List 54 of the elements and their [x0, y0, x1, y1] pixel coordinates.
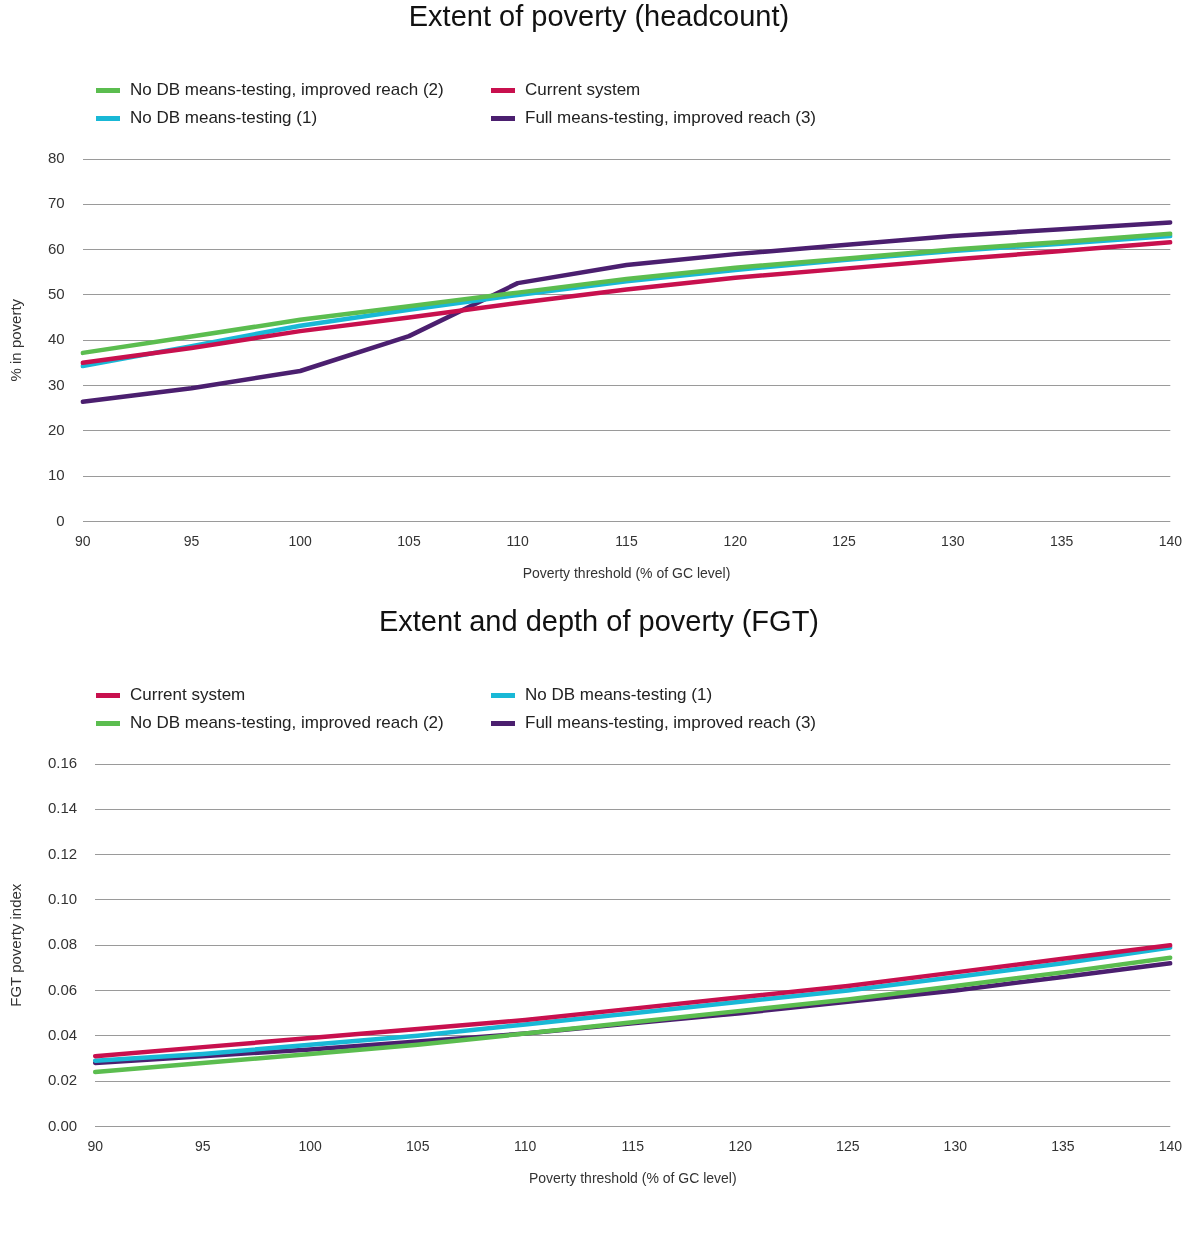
y-tick-label: 70 — [48, 194, 65, 212]
x-tick-label: 120 — [723, 532, 748, 549]
y-tick-label: 0.10 — [47, 890, 78, 908]
x-tick-label: 90 — [74, 532, 91, 549]
y-tick-label: 10 — [48, 466, 65, 484]
y-axis-title: FGT poverty index — [7, 883, 25, 1007]
y-tick-label: 0 — [56, 511, 65, 529]
x-tick-label: 125 — [832, 532, 856, 549]
legend-label: Full means-testing, improved reach (3) — [525, 713, 817, 733]
y-tick-label: 80 — [48, 149, 65, 167]
x-tick-label: 115 — [615, 532, 638, 549]
y-tick-label: 0.08 — [47, 935, 78, 953]
x-tick-label: 120 — [728, 1137, 753, 1154]
y-tick-label: 0.06 — [47, 980, 78, 998]
x-tick-label: 140 — [1158, 1137, 1183, 1154]
x-tick-label: 105 — [406, 1137, 430, 1154]
x-tick-label: 135 — [1049, 532, 1074, 549]
y-tick-label: 0.16 — [47, 754, 78, 772]
y-tick-label: 0.14 — [47, 799, 78, 817]
chart-title: Extent and depth of poverty (FGT) — [377, 605, 820, 639]
legend-label: No DB means-testing, improved reach (2) — [130, 80, 444, 100]
x-tick-label: 100 — [298, 1137, 323, 1154]
x-tick-label: 130 — [943, 1137, 968, 1154]
y-tick-label: 50 — [48, 285, 65, 303]
x-tick-label: 90 — [87, 1137, 104, 1154]
y-tick-label: 0.00 — [47, 1116, 78, 1134]
legend-label: No DB means-testing (1) — [525, 685, 713, 705]
x-axis-title: Poverty threshold (% of GC level) — [528, 1170, 737, 1187]
legend-label: Full means-testing, improved reach (3) — [525, 108, 817, 128]
y-tick-label: 0.04 — [47, 1025, 78, 1043]
y-tick-label: 20 — [48, 420, 65, 438]
y-tick-label: 40 — [48, 330, 65, 348]
y-tick-label: 60 — [48, 239, 65, 257]
legend-label: No DB means-testing, improved reach (2) — [130, 713, 444, 733]
y-tick-label: 30 — [48, 375, 65, 393]
y-axis-title: % in poverty — [7, 298, 25, 382]
legend-label: No DB means-testing (1) — [130, 108, 318, 128]
x-tick-label: 135 — [1051, 1137, 1075, 1154]
legend-label: Current system — [525, 80, 641, 100]
x-tick-label: 100 — [288, 532, 313, 549]
x-tick-label: 95 — [194, 1137, 211, 1154]
x-axis-title: Poverty threshold (% of GC level) — [522, 565, 731, 582]
x-tick-label: 115 — [621, 1137, 645, 1154]
x-tick-label: 130 — [941, 532, 965, 549]
x-tick-label: 125 — [836, 1137, 860, 1154]
x-tick-label: 110 — [514, 1137, 537, 1154]
x-tick-label: 140 — [1158, 532, 1183, 549]
x-tick-label: 110 — [506, 532, 530, 549]
y-tick-label: 0.12 — [47, 844, 78, 862]
chart-title: Extent of poverty (headcount) — [407, 0, 791, 34]
x-tick-label: 95 — [183, 532, 200, 549]
legend-label: Current system — [130, 685, 246, 705]
x-tick-label: 105 — [397, 532, 421, 549]
y-tick-label: 0.02 — [47, 1071, 78, 1089]
